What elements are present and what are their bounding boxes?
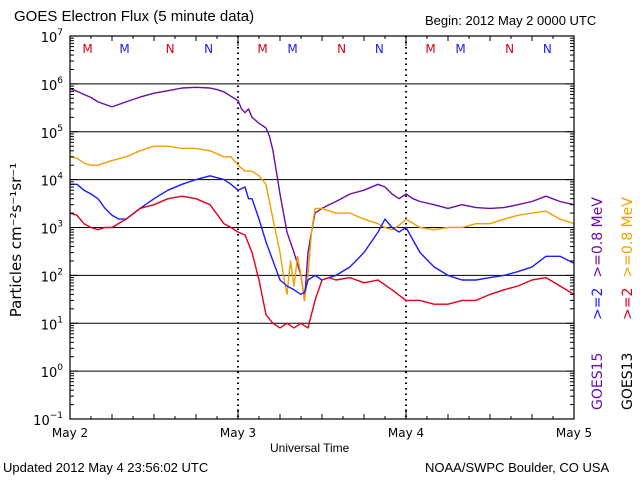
y-tick-label-1e7: 107	[41, 28, 63, 46]
series-line-goes13-0-8-mev	[69, 145, 575, 302]
local-time-marker-m: M	[425, 42, 435, 56]
legend-goes15-entries: >=2>=0.8 MeV	[590, 197, 606, 320]
begin-time: Begin: 2012 May 2 0000 UTC	[425, 13, 597, 28]
local-time-marker-m: M	[257, 42, 267, 56]
series-line-goes15-0-8-mev	[69, 86, 575, 302]
local-time-marker-n: N	[505, 42, 514, 56]
y-tick-label-1e6: 106	[41, 76, 64, 94]
x-tick-label-1: May 3	[220, 426, 256, 440]
local-time-marker-m: M	[119, 42, 129, 56]
source-credit: NOAA/SWPC Boulder, CO USA	[425, 460, 610, 475]
x-tick-label-0: May 2	[52, 426, 88, 440]
x-tick-label-2: May 4	[388, 426, 424, 440]
y-tick-label-1e-1: 10−1	[33, 411, 63, 429]
series-line-goes13-2-mev	[69, 195, 575, 329]
y-tick-label-1e0: 100	[41, 363, 64, 381]
y-tick-label-1e4: 104	[41, 172, 64, 190]
local-time-marker-m: M	[455, 42, 465, 56]
y-axis-label: Particles cm⁻²s⁻¹sr⁻¹	[7, 163, 25, 317]
legend-satellite-goes15: GOES15	[590, 353, 606, 410]
x-tick-label-3: May 5	[556, 426, 592, 440]
y-tick-label-1e5: 105	[41, 124, 63, 142]
chart-title: GOES Electron Flux (5 minute data)	[14, 8, 255, 25]
local-time-marker-n: N	[166, 42, 175, 56]
y-tick-label-1e2: 102	[41, 267, 63, 285]
x-axis-label: Universal Time	[270, 441, 350, 455]
local-time-marker-n: N	[204, 42, 213, 56]
legend-satellite-goes13: GOES13	[620, 353, 636, 410]
y-tick-label-1e3: 103	[41, 220, 63, 238]
local-time-marker-m: M	[82, 42, 92, 56]
frame-layer	[69, 35, 575, 420]
grid-layer	[70, 36, 574, 419]
local-time-marker-n: N	[337, 42, 346, 56]
y-tick-label-1e1: 101	[41, 315, 63, 333]
local-time-marker-m: M	[287, 42, 297, 56]
updated-time: Updated 2012 May 4 23:56:02 UTC	[3, 460, 209, 475]
local-time-marker-n: N	[375, 42, 384, 56]
legend-goes13-entries: >=2>=0.8 MeV	[620, 197, 636, 320]
series-line-goes15-2-mev	[70, 175, 575, 296]
local-time-marker-n: N	[543, 42, 552, 56]
series-layer	[69, 86, 575, 329]
